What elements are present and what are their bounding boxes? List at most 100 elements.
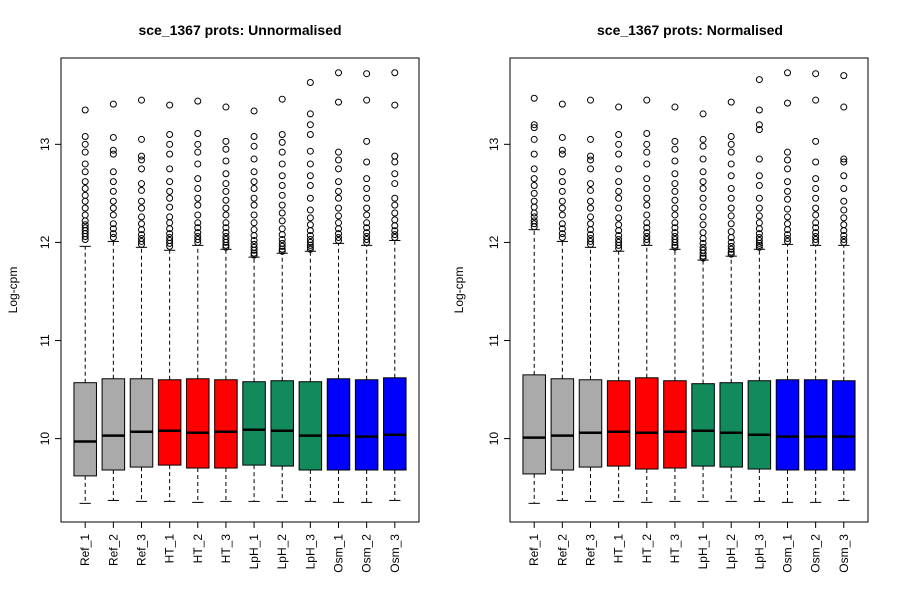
outlier-point [222,137,230,145]
box [635,377,659,470]
y-tick-label: 10 [38,432,52,446]
outlier-point [109,225,117,233]
outlier-point [755,194,763,202]
outlier-point [586,231,594,239]
outlier-point [250,211,258,219]
outlier-point [840,232,848,240]
outlier-point [363,158,371,166]
outlier-point [166,203,174,211]
outlier-point [558,146,566,154]
outlier-point [81,106,89,114]
outlier-point [194,229,202,237]
outlier-point [671,211,679,219]
outlier-point [222,229,230,237]
outlier-point [137,220,145,228]
outlier-point [391,180,399,188]
outlier-point [586,180,594,188]
outlier-point [194,201,202,209]
outlier-point [278,217,286,225]
box-marks [522,69,856,504]
outlier-point [558,225,566,233]
x-tick-label: Osm_3 [837,534,851,573]
outlier-point [222,224,230,232]
y-axis-label: Log-cpm [6,267,20,314]
x-tick-label: HT_3 [219,534,233,564]
box [747,380,772,470]
outlier-point [727,250,735,258]
outlier-point [530,197,538,205]
box [522,374,546,475]
outlier-point [755,212,763,220]
panel-unnormalised: sce_1367 prots: Unnormalised Log-cpm 101… [6,22,420,573]
outlier-point [558,100,566,108]
outlier-point [530,135,538,143]
outlier-point [671,103,679,111]
outlier-point [643,229,651,237]
x-tick-label: HT_2 [640,534,654,564]
outlier-point [81,140,89,148]
outlier-point [699,155,707,163]
outlier-point [166,194,174,202]
outlier-point [81,204,89,212]
outlier-point [586,234,594,242]
outlier-point [222,233,230,241]
outlier-point [530,220,538,228]
y-tick-label: 13 [487,137,501,151]
outlier-point [586,220,594,228]
outlier-point [391,170,399,178]
outlier-point [671,224,679,232]
outlier-point [530,124,538,132]
outlier-point [586,152,594,160]
outlier-point [278,242,286,250]
outlier-point [109,150,117,158]
outlier-point [137,213,145,221]
box [101,378,126,471]
outlier-point [363,235,371,243]
outlier-point [391,209,399,217]
outlier-point [615,103,623,111]
outlier-point [699,221,707,229]
outlier-point [306,121,314,129]
outlier-point [784,156,792,164]
outlier-point [306,232,314,240]
box [691,383,715,467]
outlier-point [643,140,651,148]
outlier-point [278,201,286,209]
x-axis: Ref_1 Ref_2 Ref_3 HT_1 HT_2 HT_3 LpH_1 LpH_2 LpH… [527,522,851,573]
outlier-point [306,160,314,168]
outlier-point [840,235,848,243]
outlier-point [727,160,735,168]
outlier-point [784,69,792,77]
outlier-point [586,204,594,212]
outlier-point [194,224,202,232]
outlier-point [278,95,286,103]
outlier-point [109,197,117,205]
outlier-point [166,140,174,148]
y-tick-label: 10 [487,432,501,446]
outlier-point [784,231,792,239]
outlier-point [812,96,820,104]
outlier-point [615,194,623,202]
outlier-point [391,158,399,166]
y-tick-label: 12 [38,235,52,249]
outlier-point [727,245,735,253]
outlier-point [306,131,314,139]
outlier-point [840,206,848,214]
outlier-point [391,234,399,242]
outlier-point [137,234,145,242]
outlier-point [166,178,174,186]
outlier-point [250,236,258,244]
outlier-point [137,197,145,205]
x-tick-label: Osm_3 [388,534,402,573]
outlier-point [137,165,145,173]
outlier-point [615,214,623,222]
outlier-point [109,100,117,108]
outlier-point [643,160,651,168]
outlier-point [222,235,230,243]
outlier-point [250,155,258,163]
outlier-point [363,229,371,237]
outlier-point [586,213,594,221]
outlier-point [755,219,763,227]
outlier-point [81,221,89,229]
outlier-point [727,204,735,212]
